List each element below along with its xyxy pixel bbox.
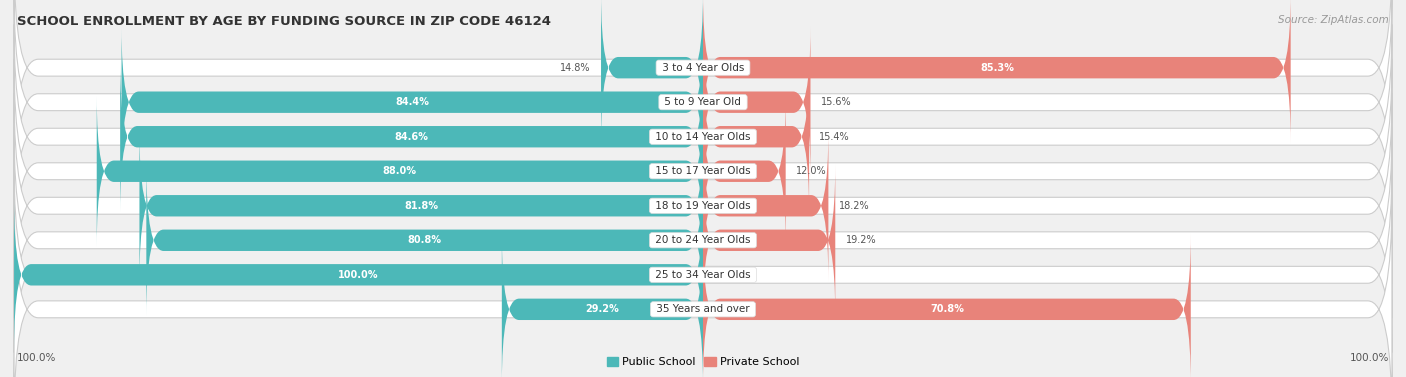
FancyBboxPatch shape xyxy=(703,0,1291,143)
FancyBboxPatch shape xyxy=(14,25,1392,249)
Text: 80.8%: 80.8% xyxy=(408,235,441,245)
Text: 12.0%: 12.0% xyxy=(796,166,827,176)
Text: 84.4%: 84.4% xyxy=(395,97,429,107)
Text: 84.6%: 84.6% xyxy=(395,132,429,142)
Text: 5 to 9 Year Old: 5 to 9 Year Old xyxy=(661,97,745,107)
FancyBboxPatch shape xyxy=(14,59,1392,284)
FancyBboxPatch shape xyxy=(14,0,1392,180)
FancyBboxPatch shape xyxy=(703,61,808,212)
Text: 85.3%: 85.3% xyxy=(980,63,1014,73)
FancyBboxPatch shape xyxy=(703,130,828,281)
FancyBboxPatch shape xyxy=(120,61,703,212)
FancyBboxPatch shape xyxy=(14,199,703,350)
FancyBboxPatch shape xyxy=(703,234,1191,377)
FancyBboxPatch shape xyxy=(14,93,1392,318)
Text: 18 to 19 Year Olds: 18 to 19 Year Olds xyxy=(652,201,754,211)
Text: 70.8%: 70.8% xyxy=(929,304,965,314)
FancyBboxPatch shape xyxy=(97,96,703,247)
FancyBboxPatch shape xyxy=(703,27,810,178)
Text: 81.8%: 81.8% xyxy=(404,201,439,211)
Legend: Public School, Private School: Public School, Private School xyxy=(602,352,804,371)
FancyBboxPatch shape xyxy=(600,0,703,143)
Text: 100.0%: 100.0% xyxy=(17,353,56,363)
FancyBboxPatch shape xyxy=(703,96,786,247)
Text: 18.2%: 18.2% xyxy=(839,201,869,211)
FancyBboxPatch shape xyxy=(14,162,1392,377)
Text: 14.8%: 14.8% xyxy=(560,63,591,73)
Text: 15.4%: 15.4% xyxy=(820,132,851,142)
FancyBboxPatch shape xyxy=(14,128,1392,352)
Text: Source: ZipAtlas.com: Source: ZipAtlas.com xyxy=(1278,15,1389,25)
Text: 100.0%: 100.0% xyxy=(339,270,378,280)
Text: 88.0%: 88.0% xyxy=(382,166,416,176)
Text: 25 to 34 Year Olds: 25 to 34 Year Olds xyxy=(652,270,754,280)
Text: SCHOOL ENROLLMENT BY AGE BY FUNDING SOURCE IN ZIP CODE 46124: SCHOOL ENROLLMENT BY AGE BY FUNDING SOUR… xyxy=(17,15,551,28)
FancyBboxPatch shape xyxy=(139,130,703,281)
Text: 10 to 14 Year Olds: 10 to 14 Year Olds xyxy=(652,132,754,142)
FancyBboxPatch shape xyxy=(502,234,703,377)
Text: 20 to 24 Year Olds: 20 to 24 Year Olds xyxy=(652,235,754,245)
FancyBboxPatch shape xyxy=(14,0,1392,215)
Text: 100.0%: 100.0% xyxy=(1350,353,1389,363)
FancyBboxPatch shape xyxy=(14,197,1392,377)
Text: 15 to 17 Year Olds: 15 to 17 Year Olds xyxy=(652,166,754,176)
Text: 19.2%: 19.2% xyxy=(845,235,876,245)
Text: 35 Years and over: 35 Years and over xyxy=(652,304,754,314)
FancyBboxPatch shape xyxy=(146,165,703,316)
Text: 29.2%: 29.2% xyxy=(585,304,619,314)
FancyBboxPatch shape xyxy=(121,27,703,178)
Text: 15.6%: 15.6% xyxy=(821,97,852,107)
FancyBboxPatch shape xyxy=(703,165,835,316)
Text: 3 to 4 Year Olds: 3 to 4 Year Olds xyxy=(658,63,748,73)
